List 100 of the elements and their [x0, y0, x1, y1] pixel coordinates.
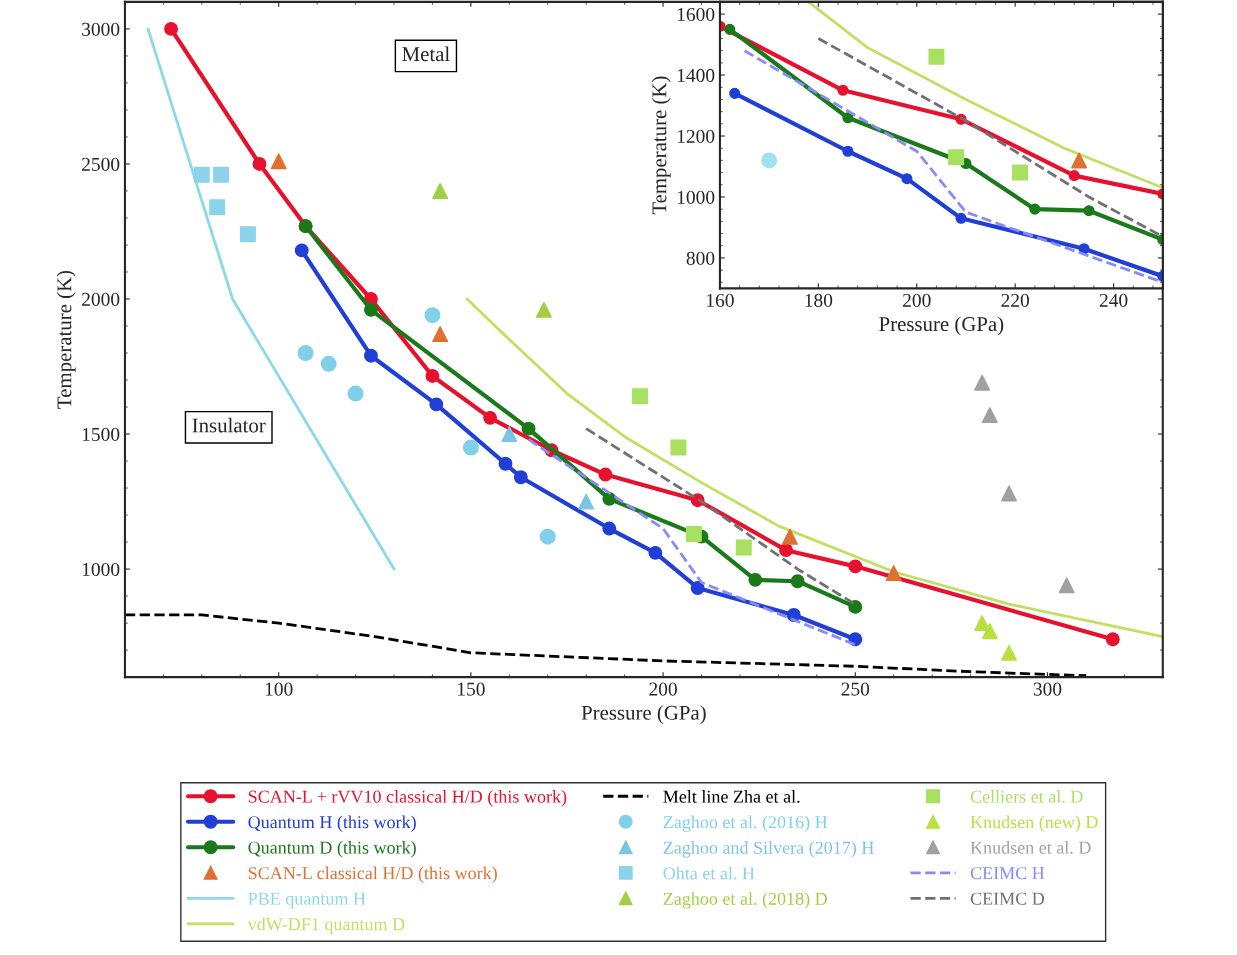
- point: [901, 173, 913, 185]
- y-axis-title: Temperature (K): [56, 270, 76, 409]
- y-axis-title: Temperature (K): [651, 76, 671, 215]
- x-tick-label: 200: [649, 682, 677, 696]
- point: [252, 157, 267, 171]
- point: [209, 199, 226, 216]
- point: [885, 565, 902, 582]
- legend-label: PBE quantum H: [248, 892, 366, 909]
- x-tick-label: 220: [1001, 293, 1030, 307]
- point: [483, 410, 498, 425]
- point: [1083, 205, 1095, 217]
- point: [193, 166, 210, 183]
- x-tick-label: 160: [707, 293, 734, 307]
- point: [735, 539, 752, 556]
- y-tick-label: 1000: [677, 190, 715, 204]
- point: [848, 559, 863, 574]
- point: [1071, 152, 1088, 169]
- legend-label: Melt line Zha et al.: [663, 790, 800, 803]
- point: [837, 84, 849, 96]
- legend-label: CEIMC H: [970, 867, 1045, 880]
- point: [781, 528, 798, 545]
- point: [432, 182, 449, 199]
- legend-label: Knudsen (new) D: [970, 815, 1098, 832]
- legend-label: Quantum H (this work): [248, 815, 416, 832]
- point: [513, 470, 528, 485]
- point: [842, 112, 854, 124]
- point: [602, 521, 617, 536]
- point: [761, 152, 778, 169]
- point: [213, 166, 230, 183]
- y-tick-label: 2500: [82, 157, 120, 171]
- point: [779, 543, 794, 558]
- legend-label: Zaghoo et al. (2018) D: [663, 892, 827, 909]
- legend-label: Ohta et al. H: [663, 866, 755, 880]
- legend-label: SCAN-L classical H/D (this work): [248, 866, 497, 883]
- legend-label: Zaghoo et al. (2016) H: [663, 815, 828, 832]
- y-tick-label: 800: [686, 251, 715, 265]
- x-tick-label: 240: [1099, 293, 1128, 307]
- point: [690, 581, 705, 595]
- point: [1001, 485, 1018, 502]
- point: [981, 623, 998, 640]
- point: [535, 301, 552, 318]
- y-tick-label: 1500: [82, 427, 120, 441]
- point: [724, 23, 736, 35]
- point: [842, 145, 854, 157]
- legend-label: Quantum D (this work): [248, 841, 416, 858]
- point: [498, 456, 513, 471]
- line-series: [124, 613, 1088, 678]
- x-tick-label: 250: [841, 682, 870, 696]
- point: [578, 493, 595, 510]
- point: [521, 421, 536, 436]
- x-tick-label: 100: [265, 682, 293, 696]
- point: [1029, 203, 1041, 215]
- point: [948, 149, 965, 166]
- point: [363, 302, 378, 317]
- point: [1068, 170, 1080, 182]
- y-tick-label: 1200: [677, 129, 715, 143]
- point: [424, 307, 441, 324]
- x-tick-label: 300: [1033, 682, 1062, 696]
- x-tick-label: 150: [458, 682, 485, 696]
- point: [432, 326, 449, 343]
- point: [632, 388, 648, 405]
- point: [729, 87, 741, 99]
- point: [685, 525, 702, 542]
- point: [790, 574, 805, 589]
- point: [1058, 577, 1075, 594]
- point: [748, 572, 763, 587]
- point: [294, 243, 309, 258]
- legend-label: Knudsen et al. D: [970, 841, 1091, 854]
- point: [320, 355, 337, 372]
- point: [347, 385, 364, 402]
- legend-label: Celliers et al. D: [970, 790, 1083, 803]
- point: [164, 21, 179, 36]
- point: [429, 397, 444, 412]
- point: [297, 345, 314, 361]
- y-tick-label: 1000: [82, 562, 120, 576]
- annotation: Metal: [402, 46, 450, 62]
- legend-label: SCAN-L + rVV10 classical H/D (this work): [248, 790, 567, 807]
- y-tick-label: 1400: [677, 68, 715, 82]
- point: [1001, 644, 1018, 661]
- y-tick-label: 2000: [82, 292, 120, 306]
- point: [955, 212, 967, 224]
- point: [462, 439, 479, 456]
- point: [1012, 164, 1029, 181]
- point: [848, 599, 863, 614]
- point: [602, 491, 617, 506]
- y-tick-label: 1600: [677, 7, 715, 22]
- point: [974, 374, 991, 391]
- annotation: Insulator: [192, 417, 266, 433]
- x-axis-title: Pressure (GPa): [581, 705, 706, 725]
- point: [1105, 632, 1120, 647]
- y-tick-label: 3000: [82, 22, 120, 36]
- x-tick-label: 180: [805, 293, 833, 307]
- point: [648, 545, 663, 560]
- x-tick-label: 200: [903, 293, 931, 307]
- x-axis-title: Pressure (GPa): [879, 316, 1004, 336]
- point: [501, 426, 518, 443]
- point: [981, 407, 998, 424]
- point: [539, 528, 556, 545]
- point: [670, 439, 687, 456]
- point: [928, 48, 945, 65]
